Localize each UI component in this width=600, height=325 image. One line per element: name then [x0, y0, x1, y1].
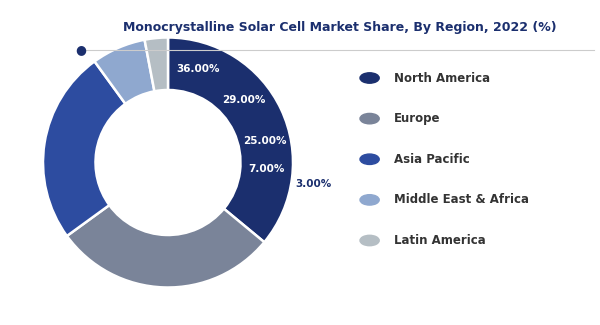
- Text: Europe: Europe: [394, 112, 441, 125]
- Circle shape: [95, 90, 241, 235]
- Text: 36.00%: 36.00%: [177, 64, 220, 73]
- Text: PRECEDENCE: PRECEDENCE: [16, 26, 65, 35]
- Text: Monocrystalline Solar Cell Market Share, By Region, 2022 (%): Monocrystalline Solar Cell Market Share,…: [123, 21, 557, 34]
- Text: Latin America: Latin America: [394, 234, 486, 247]
- Wedge shape: [43, 61, 125, 236]
- Text: 3.00%: 3.00%: [296, 179, 332, 189]
- Wedge shape: [67, 205, 265, 288]
- Wedge shape: [145, 37, 168, 91]
- Wedge shape: [168, 37, 293, 242]
- Text: Asia Pacific: Asia Pacific: [394, 153, 470, 166]
- Text: 25.00%: 25.00%: [242, 136, 286, 146]
- Text: RESEARCH: RESEARCH: [21, 44, 60, 53]
- Text: 7.00%: 7.00%: [248, 163, 285, 174]
- Text: Middle East & Africa: Middle East & Africa: [394, 193, 529, 206]
- Wedge shape: [95, 40, 154, 104]
- Text: 29.00%: 29.00%: [223, 95, 266, 105]
- Text: ●: ●: [76, 43, 86, 56]
- Text: North America: North America: [394, 72, 490, 84]
